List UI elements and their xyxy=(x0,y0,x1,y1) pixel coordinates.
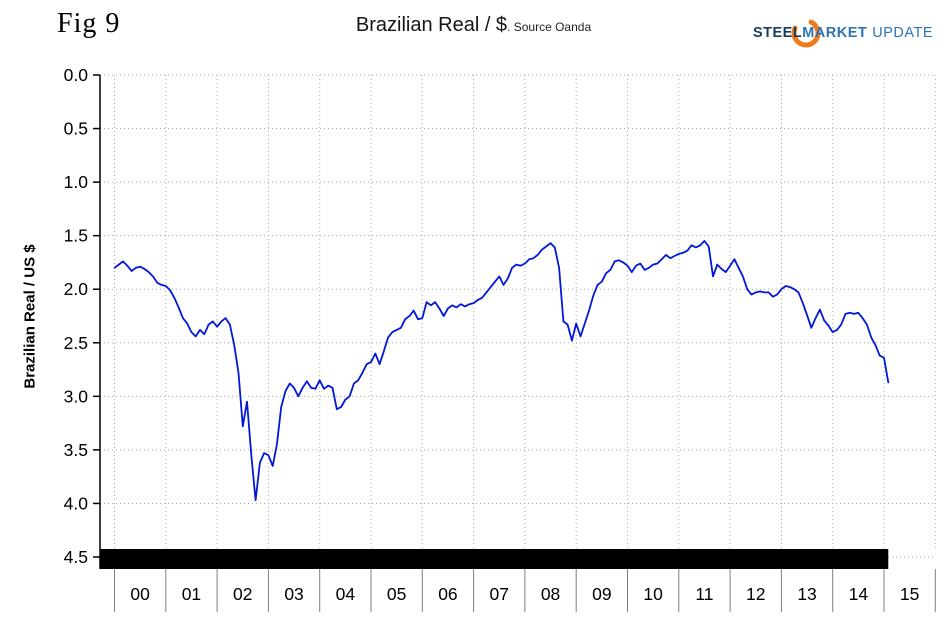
x-tick-label: 02 xyxy=(233,584,252,604)
x-tick-label: 00 xyxy=(130,584,150,604)
y-tick-label: 4.5 xyxy=(64,547,88,567)
x-tick-label: 03 xyxy=(284,584,303,604)
x-tick-label: 15 xyxy=(900,584,919,604)
y-tick-label: 2.0 xyxy=(64,279,89,299)
chart-title: Brazilian Real / $ xyxy=(355,14,508,36)
x-tick-label: 11 xyxy=(695,584,713,604)
y-tick-label: 1.0 xyxy=(64,172,89,192)
x-tick-label: 06 xyxy=(438,584,457,604)
x-axis-bar xyxy=(100,549,889,569)
steel-market-update-logo: STEEL MARKET UPDATE xyxy=(753,16,933,50)
chart-header: Brazilian Real / $. Source Oanda xyxy=(0,14,947,37)
logo-update-text: UPDATE xyxy=(872,25,933,41)
series-line xyxy=(113,240,890,502)
y-tick-label: 2.5 xyxy=(64,333,88,353)
x-tick-label: 05 xyxy=(387,584,406,604)
x-tick-label: 09 xyxy=(592,584,611,604)
y-tick-label: 0.5 xyxy=(64,119,88,139)
x-tick-label: 01 xyxy=(182,584,201,604)
figure-label: Fig 9 xyxy=(57,8,121,39)
chart-source: . Source Oanda xyxy=(507,20,592,34)
x-tick-label: 12 xyxy=(746,584,765,604)
x-tick-label: 07 xyxy=(490,584,509,604)
y-tick-label: 1.5 xyxy=(64,226,88,246)
y-tick-label: 3.5 xyxy=(64,440,88,460)
x-tick-label: 08 xyxy=(541,584,560,604)
y-tick-label: 0.0 xyxy=(64,65,89,85)
y-tick-label: 3.0 xyxy=(64,386,89,406)
logo-market-text: MARKET xyxy=(802,25,868,41)
x-tick-label: 14 xyxy=(849,584,869,604)
x-tick-label: 10 xyxy=(643,584,663,604)
logo-steel-text: STEEL xyxy=(752,25,803,41)
x-tick-label: 13 xyxy=(797,584,816,604)
x-tick-label: 04 xyxy=(336,584,356,604)
y-tick-label: 4.0 xyxy=(64,493,89,513)
logo-swoosh-icon xyxy=(791,18,821,48)
